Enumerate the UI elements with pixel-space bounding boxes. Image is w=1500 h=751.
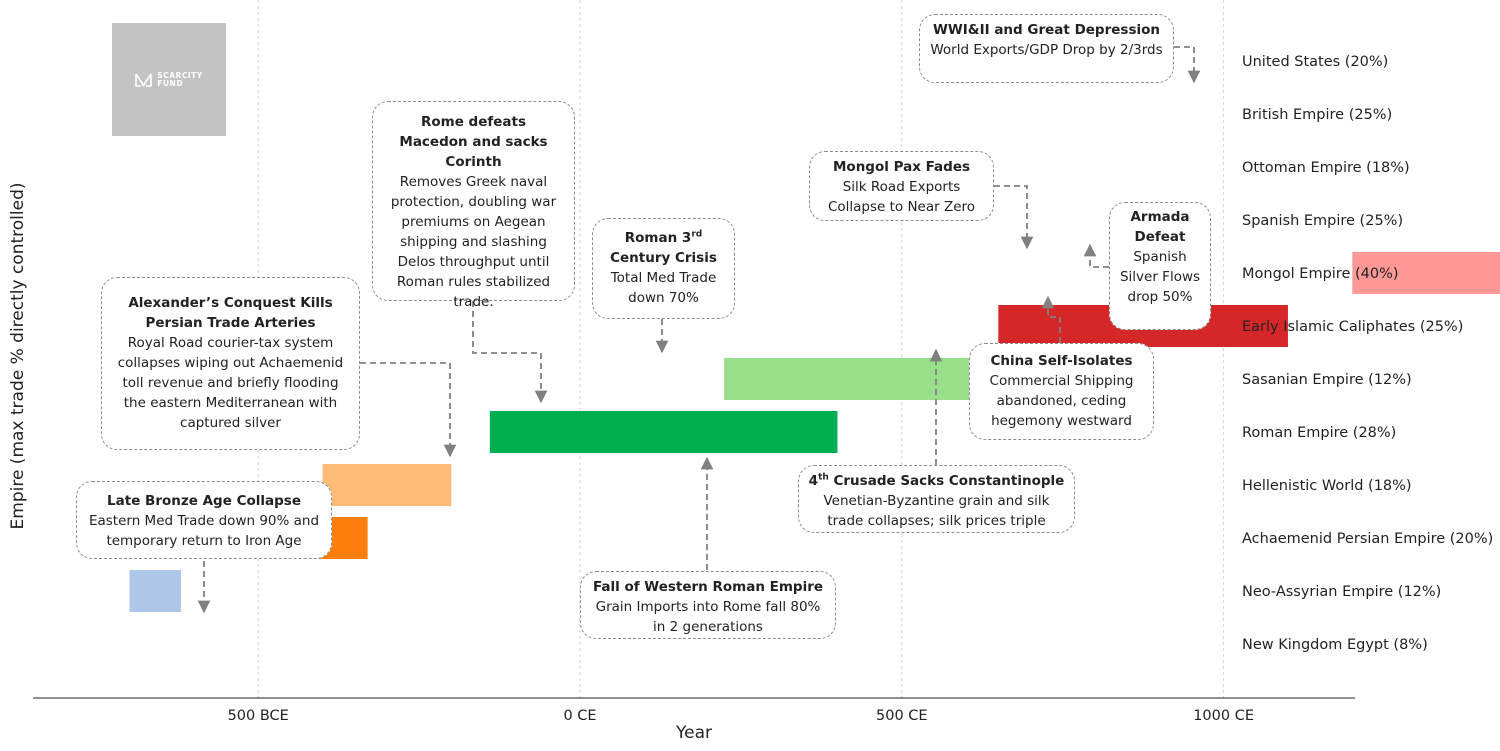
empire-label-sasanian-empire: Sasanian Empire (12%) xyxy=(1242,372,1412,388)
callout-title: Armada Defeat xyxy=(1130,209,1190,245)
callout-title: Fall of Western Roman Empire xyxy=(592,579,824,595)
bar-roman-empire xyxy=(489,411,838,453)
bar-mongol-empire xyxy=(1352,252,1500,294)
callout-body: Silk Road Exports Collapse to Near Zero xyxy=(827,179,976,215)
callout-title: Rome defeats Macedon and sacks Corinth xyxy=(399,114,548,170)
callout-title: Late Bronze Age Collapse xyxy=(107,493,301,509)
empire-label-achaemenid-persian-empire: Achaemenid Persian Empire (20%) xyxy=(1242,531,1493,547)
annotation-connectors xyxy=(197,46,1201,614)
empire-labels: New Kingdom Egypt (8%) Neo-Assyrian Empir… xyxy=(1242,54,1493,653)
callout-china-self-isolates: China Self-Isolates Commercial Shipping … xyxy=(969,343,1154,440)
connector-china xyxy=(1041,295,1061,343)
scarcity-fund-logo: SCARCITY FUND xyxy=(112,23,226,136)
empire-label-hellenistic-world: Hellenistic World (18%) xyxy=(1242,478,1412,494)
callout-body: Removes Greek naval protection, doubling… xyxy=(390,174,557,310)
y-axis-title: Empire (max trade % directly controlled) xyxy=(8,183,28,530)
callout-title: Alexander’s Conquest Kills Persian Trade… xyxy=(128,295,333,331)
callout-roman-third-century-crisis: Roman 3rd Century Crisis Total Med Trade… xyxy=(592,218,735,319)
x-tick-label-0-ce: 0 CE xyxy=(563,708,596,724)
callout-body: World Exports/GDP Drop by 2/3rds xyxy=(930,42,1163,58)
bar-neo-assyrian-empire xyxy=(129,570,181,612)
callout-title: WWI&II and Great Depression xyxy=(933,22,1160,38)
connector-alexander xyxy=(360,362,457,458)
x-axis-title: Year xyxy=(675,723,712,743)
empire-label-neo-assyrian-empire: Neo-Assyrian Empire (12%) xyxy=(1242,584,1441,600)
logo-text-line1: SCARCITY xyxy=(157,70,203,80)
connector-armada xyxy=(1083,243,1109,268)
empire-label-ottoman-empire: Ottoman Empire (18%) xyxy=(1242,160,1410,176)
empire-label-spanish-empire: Spanish Empire (25%) xyxy=(1242,213,1403,229)
callout-fall-of-western-roman-empire: Fall of Western Roman Empire Grain Impor… xyxy=(580,571,836,639)
empire-label-british-empire: British Empire (25%) xyxy=(1242,107,1392,123)
bars xyxy=(129,252,1500,612)
callout-fourth-crusade: 4th Crusade Sacks Constantinople Venetia… xyxy=(798,465,1075,533)
x-tick-label-500-bce: 500 BCE xyxy=(228,708,289,724)
x-tick-label-500-ce: 500 CE xyxy=(876,708,928,724)
callout-body: Total Med Trade down 70% xyxy=(610,270,717,306)
callout-late-bronze-age-collapse: Late Bronze Age Collapse Eastern Med Tra… xyxy=(76,481,332,559)
callout-body: Venetian-Byzantine grain and silk trade … xyxy=(823,493,1050,529)
callout-body: Royal Road courier-tax system collapses … xyxy=(117,335,344,431)
empire-label-united-states: United States (20%) xyxy=(1242,54,1388,70)
empire-label-early-islamic-caliphates: Early Islamic Caliphates (25%) xyxy=(1242,319,1463,335)
empire-label-mongol-empire: Mongol Empire (40%) xyxy=(1242,266,1399,282)
scarcity-fund-mark-icon xyxy=(135,73,153,87)
callout-mongol-pax-fades: Mongol Pax Fades Silk Road Exports Colla… xyxy=(809,151,994,221)
callout-wwi-wwii-great-depression: WWI&II and Great Depression World Export… xyxy=(919,14,1174,83)
connector-wwi xyxy=(1174,46,1201,84)
empire-label-roman-empire: Roman Empire (28%) xyxy=(1242,425,1396,441)
callout-armada-defeat: Armada Defeat Spanish Silver Flows drop … xyxy=(1109,202,1211,330)
callout-title: 4th Crusade Sacks Constantinople xyxy=(808,472,1065,489)
x-tick-label-1000-ce: 1000 CE xyxy=(1193,708,1254,724)
callout-title: China Self-Isolates xyxy=(990,353,1133,369)
callout-body: Eastern Med Trade down 90% and temporary… xyxy=(88,513,320,549)
callout-body: Grain Imports into Rome fall 80% in 2 ge… xyxy=(595,599,821,635)
bar-sasanian-empire xyxy=(724,358,999,400)
callout-title: Roman 3rd Century Crisis xyxy=(610,229,717,266)
callout-rome-defeats-macedon: Rome defeats Macedon and sacks Corinth R… xyxy=(372,101,575,310)
callout-body: Spanish Silver Flows drop 50% xyxy=(1119,249,1201,305)
empire-label-new-kingdom-egypt: New Kingdom Egypt (8%) xyxy=(1242,637,1428,653)
connector-mongol xyxy=(994,185,1034,250)
callout-body: Commercial Shipping abandoned, ceding he… xyxy=(989,373,1134,429)
callout-alexander-conquest: Alexander’s Conquest Kills Persian Trade… xyxy=(101,277,360,450)
callout-title: Mongol Pax Fades xyxy=(832,159,971,175)
logo-text-line2: FUND xyxy=(157,78,184,88)
bar-hellenistic-world xyxy=(322,464,452,506)
connector-rome xyxy=(472,301,548,404)
